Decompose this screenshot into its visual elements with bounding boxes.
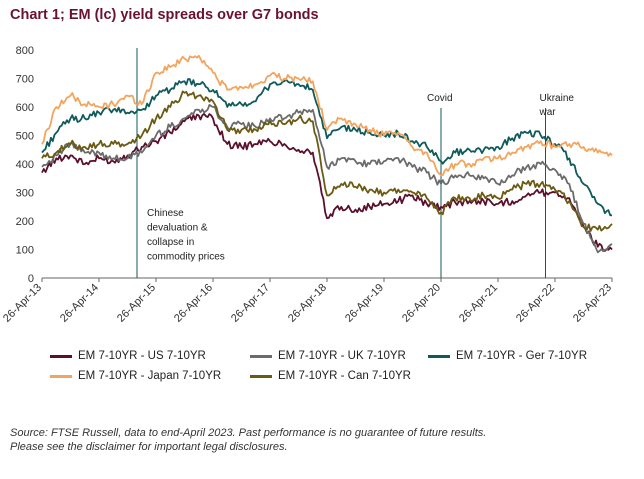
x-tick-label: 26-Apr-18 — [286, 282, 329, 325]
x-tick-label: 26-Apr-21 — [457, 282, 500, 325]
legend-label: EM 7-10YR - Japan 7-10YR — [78, 370, 222, 382]
legend-label: EM 7-10YR - Can 7-10YR — [278, 370, 411, 382]
legend-item: EM 7-10YR - US 7-10YR — [50, 350, 206, 362]
y-tick-label: 400 — [16, 159, 34, 171]
annotation-label: war — [539, 107, 557, 118]
legend-label: EM 7-10YR - UK 7-10YR — [278, 350, 406, 362]
x-tick-label: 26-Apr-20 — [400, 282, 443, 325]
series-lines — [41, 54, 613, 254]
legend-swatch — [250, 354, 272, 358]
annotation-label: Ukraine — [540, 93, 575, 104]
y-tick-label: 600 — [16, 102, 34, 114]
x-tick-label: 26-Apr-19 — [343, 282, 386, 325]
annotations: Chinese devaluation & collapse in commodity… — [136, 48, 575, 278]
line-chart: 0 100 200 300 400 500 600 700 800 26-Apr-13 26-Apr… — [1, 45, 614, 325]
chart-title: Chart 1; EM (lc) yield spreads over G7 b… — [10, 7, 319, 23]
legend-item: EM 7-10YR - Can 7-10YR — [250, 370, 411, 382]
series-line — [41, 90, 613, 232]
legend-swatch — [250, 374, 272, 378]
legend-label: EM 7-10YR - Ger 7-10YR — [456, 350, 588, 362]
legend-item: EM 7-10YR - UK 7-10YR — [250, 350, 406, 362]
y-tick-label: 500 — [16, 131, 34, 143]
source-line-2: Please see the disclaimer for important … — [10, 441, 288, 453]
x-tick-label: 26-Apr-16 — [172, 282, 215, 325]
y-tick-label: 200 — [16, 216, 34, 228]
series-line — [41, 78, 613, 217]
x-tick-label: 26-Apr-23 — [571, 282, 614, 325]
y-tick-label: 700 — [16, 74, 34, 86]
series-line — [41, 112, 613, 252]
legend-label: EM 7-10YR - US 7-10YR — [78, 350, 206, 362]
annotation-label: devaluation & — [147, 223, 208, 234]
x-tick-label: 26-Apr-15 — [115, 282, 158, 325]
source-note: Source: FTSE Russell, data to end-April … — [10, 426, 486, 454]
x-tick-label: 26-Apr-13 — [1, 282, 44, 325]
annotation-label: Covid — [427, 93, 453, 104]
y-tick-label: 100 — [16, 245, 34, 257]
legend-item: EM 7-10YR - Japan 7-10YR — [50, 370, 221, 382]
annotation-label: Chinese — [147, 208, 184, 219]
legend-swatch — [50, 374, 72, 378]
x-tick-label: 26-Apr-22 — [514, 282, 557, 325]
series-line — [41, 54, 613, 177]
legend-item: EM 7-10YR - Ger 7-10YR — [428, 350, 587, 362]
annotation-label: collapse in — [147, 237, 194, 248]
source-line-1: Source: FTSE Russell, data to end-April … — [10, 427, 487, 439]
legend-swatch — [428, 354, 450, 358]
annotation-label: commodity prices — [147, 252, 225, 263]
legend-swatch — [50, 354, 72, 358]
y-tick-label: 0 — [28, 273, 34, 285]
y-tick-label: 800 — [16, 45, 34, 57]
x-tick-label: 26-Apr-17 — [229, 282, 272, 325]
y-tick-label: 300 — [16, 188, 34, 200]
series-line — [41, 104, 613, 254]
x-tick-label: 26-Apr-14 — [58, 282, 101, 325]
